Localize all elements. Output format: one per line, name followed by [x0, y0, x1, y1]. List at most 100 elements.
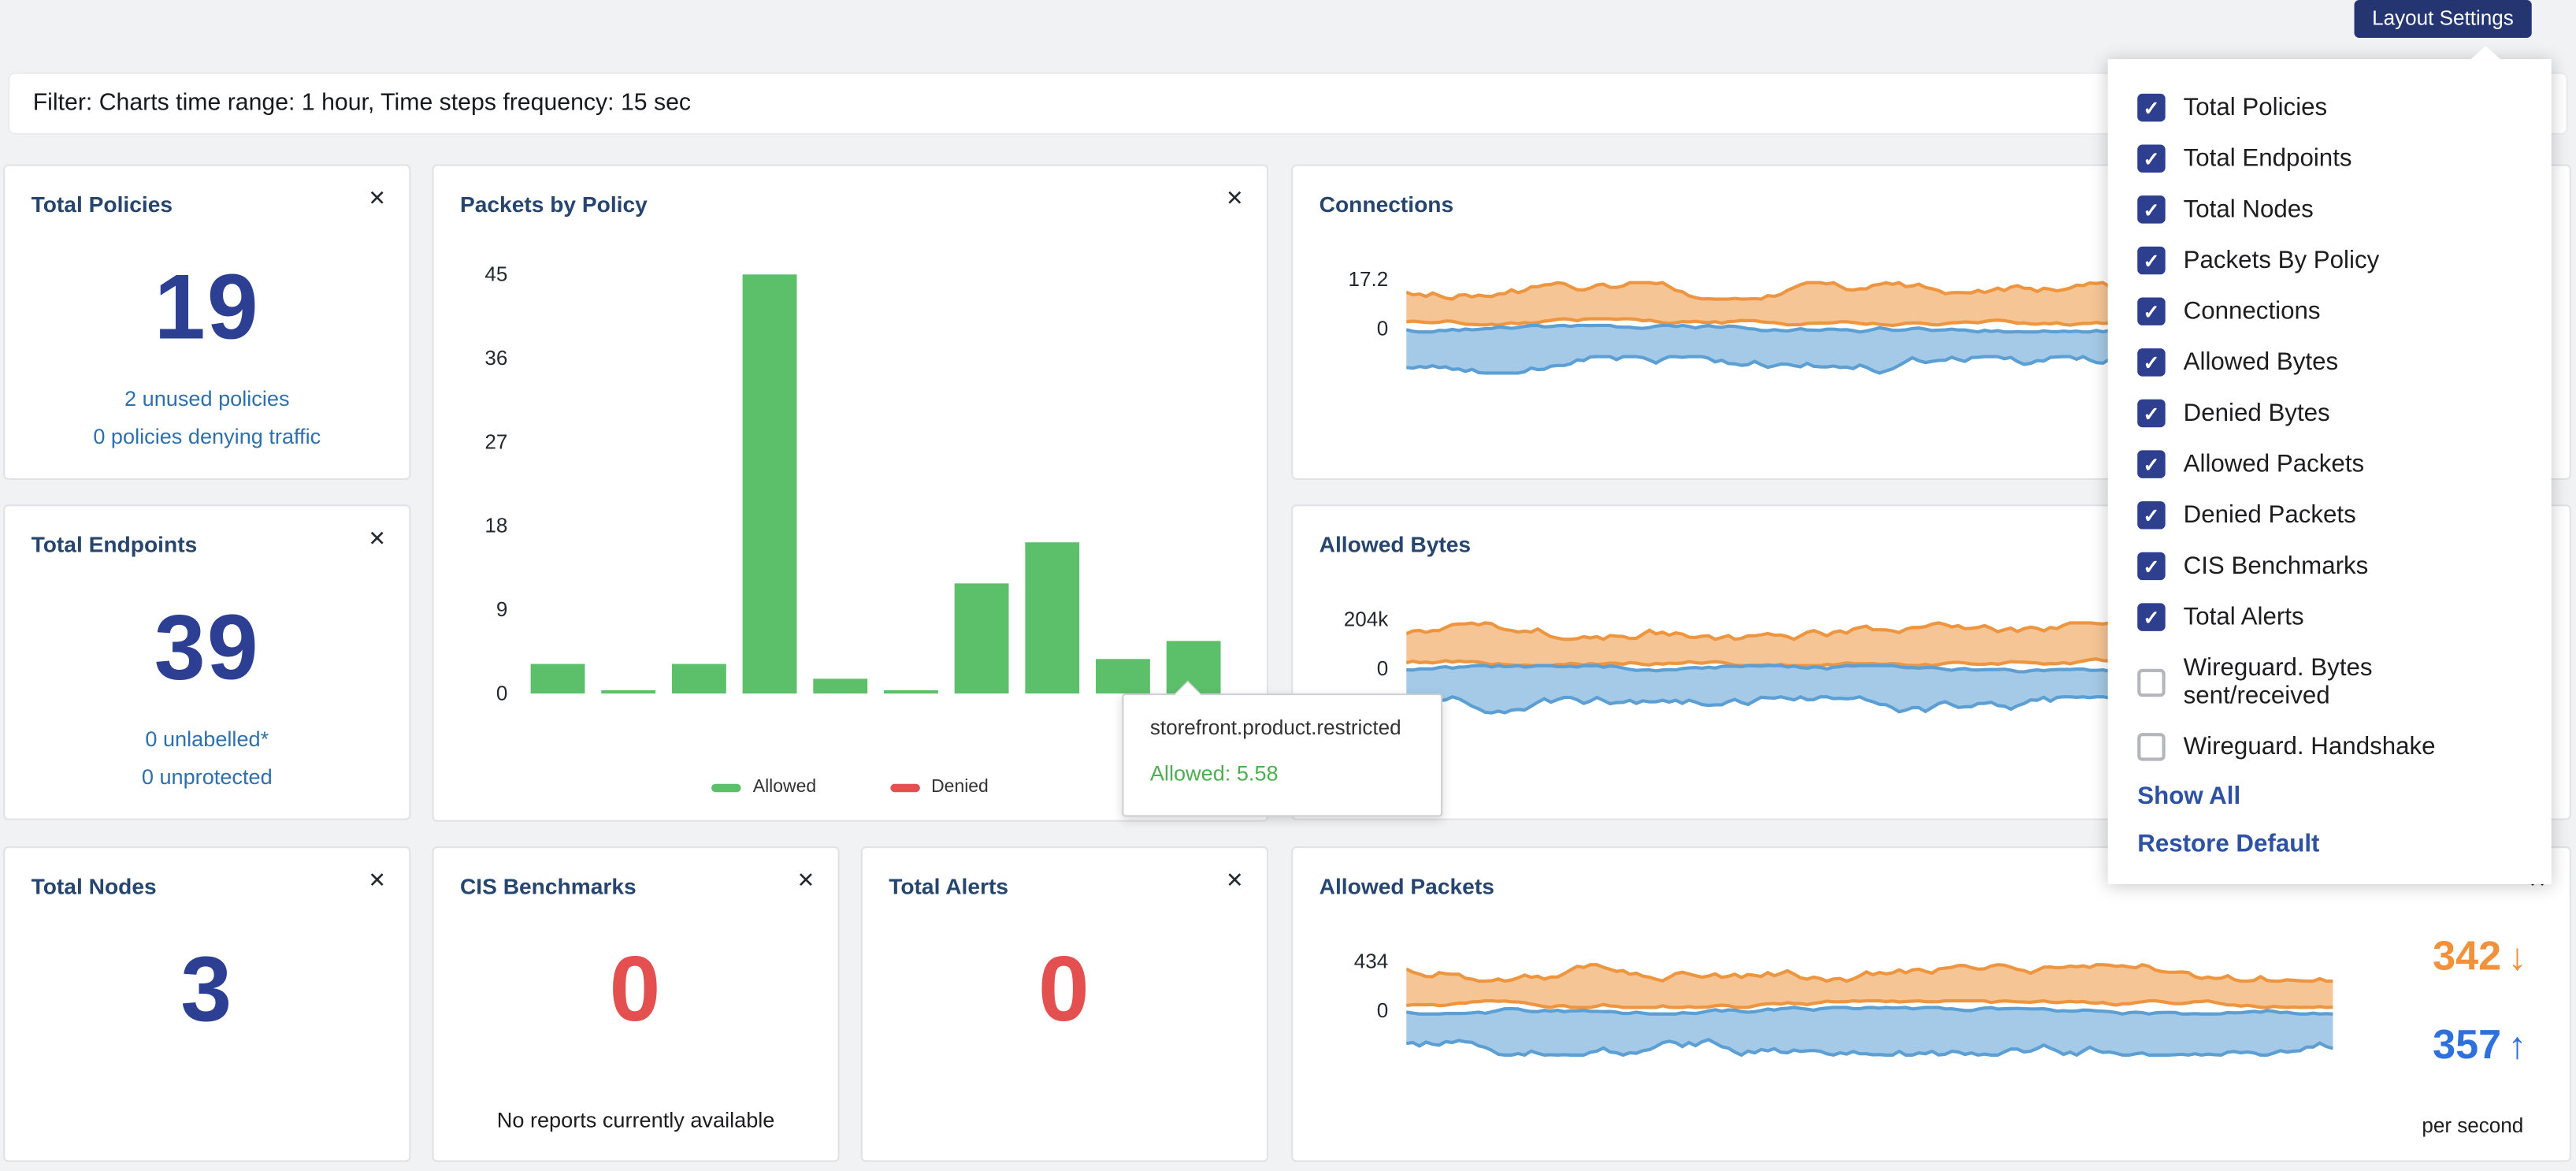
close-icon[interactable]: ✕: [368, 868, 387, 893]
cis-benchmarks-note: No reports currently available: [496, 1107, 775, 1132]
layout-menu-item[interactable]: ✓ Total Policies: [2108, 82, 2552, 133]
y-tick-label: 18: [484, 514, 508, 537]
rate-unit-label: per second: [2422, 1113, 2524, 1138]
layout-menu-item[interactable]: ✓ Total Nodes: [2108, 184, 2552, 236]
layout-menu-item-label: Allowed Bytes: [2183, 348, 2339, 377]
checkbox-checked-icon[interactable]: ✓: [2137, 246, 2166, 275]
restore-default-link[interactable]: Restore Default: [2137, 830, 2320, 858]
checkbox-checked-icon[interactable]: ✓: [2137, 195, 2166, 224]
layout-menu-item[interactable]: ✓ Denied Packets: [2108, 489, 2552, 541]
layout-menu-item-label: Connections: [2183, 297, 2321, 325]
checkbox-checked-icon[interactable]: ✓: [2137, 399, 2166, 428]
card-total-endpoints: Total Endpoints ✕ 39 0 unlabelled* 0 unp…: [3, 504, 411, 820]
bar[interactable]: [530, 664, 585, 694]
layout-menu-item-label: Packets By Policy: [2183, 246, 2380, 275]
y-tick-label: 27: [484, 430, 508, 454]
bar[interactable]: [813, 678, 868, 694]
legend-label: Allowed: [752, 777, 817, 797]
layout-settings-menu: ✓ Total Policies ✓ Total Endpoints ✓ Total No…: [2107, 46, 2552, 884]
rate-up-value: 357: [2433, 1022, 2502, 1069]
y-tick-label: 0: [1376, 317, 1389, 340]
packets-rate-up: 357 ↑: [2433, 1022, 2526, 1069]
checkbox-checked-icon[interactable]: ✓: [2137, 144, 2166, 173]
bar[interactable]: [742, 274, 797, 694]
checkbox-unchecked-icon[interactable]: [2137, 733, 2166, 761]
bar[interactable]: [1025, 542, 1080, 694]
legend-item: Allowed: [711, 777, 817, 797]
layout-menu-item[interactable]: Wireguard. Handshake: [2108, 722, 2552, 773]
layout-settings-button[interactable]: Layout Settings: [2354, 0, 2532, 38]
layout-menu-item[interactable]: ✓ Connections: [2108, 286, 2552, 337]
policies-denying-traffic-link[interactable]: 0 policies denying traffic: [93, 424, 321, 449]
layout-menu-item-label: Total Nodes: [2183, 195, 2314, 224]
close-icon[interactable]: ✕: [368, 185, 387, 210]
card-title: Total Nodes: [31, 874, 157, 899]
packets-rate-down: 342 ↓: [2433, 934, 2526, 981]
tooltip-title: storefront.product.restricted: [1149, 716, 1401, 740]
y-tick-label: 0: [496, 682, 508, 705]
bar[interactable]: [671, 664, 726, 694]
y-tick-label: 9: [496, 598, 508, 622]
checkbox-checked-icon[interactable]: ✓: [2137, 501, 2166, 530]
checkbox-checked-icon[interactable]: ✓: [2137, 348, 2166, 377]
bar[interactable]: [1096, 659, 1150, 694]
layout-menu-item-label: Total Endpoints: [2183, 144, 2352, 173]
arrow-up-icon: ↑: [2507, 1024, 2527, 1067]
bar[interactable]: [954, 583, 1009, 694]
unlabelled-endpoints-link[interactable]: 0 unlabelled*: [145, 726, 269, 752]
card-title: Allowed Packets: [1319, 874, 1494, 899]
allowed-packets-chart[interactable]: [1406, 922, 2334, 1087]
layout-menu-item[interactable]: ✓ CIS Benchmarks: [2108, 541, 2552, 592]
legend-swatch-icon: [889, 783, 920, 792]
card-title: Allowed Bytes: [1319, 532, 1472, 557]
layout-menu-item[interactable]: ✓ Allowed Packets: [2108, 439, 2552, 490]
show-all-link[interactable]: Show All: [2137, 782, 2241, 811]
y-tick-label: 45: [484, 262, 508, 286]
checkbox-unchecked-icon[interactable]: [2137, 667, 2166, 697]
close-icon[interactable]: ✕: [1225, 185, 1244, 210]
y-tick-label: 0: [1376, 657, 1389, 681]
card-title: Total Policies: [31, 192, 173, 217]
legend-swatch-icon: [711, 783, 742, 792]
legend-label: Denied: [931, 777, 989, 797]
close-icon[interactable]: ✕: [796, 868, 815, 893]
layout-menu-item-label: Allowed Packets: [2183, 450, 2365, 478]
card-title: Packets by Policy: [459, 192, 648, 217]
unprotected-endpoints-link[interactable]: 0 unprotected: [141, 764, 273, 790]
y-tick-label: 434: [1353, 950, 1389, 973]
packets-bars: [530, 274, 1227, 694]
total-nodes-value: 3: [180, 936, 234, 1041]
close-icon[interactable]: ✕: [368, 526, 387, 551]
card-cis-benchmarks: CIS Benchmarks ✕ 0 No reports currently …: [432, 846, 840, 1162]
layout-menu-item[interactable]: ✓ Allowed Bytes: [2108, 337, 2552, 388]
card-title: Total Endpoints: [31, 532, 198, 557]
y-tick-label: 0: [1376, 998, 1389, 1023]
checkbox-checked-icon[interactable]: ✓: [2137, 603, 2166, 631]
card-total-policies: Total Policies ✕ 19 2 unused policies 0 …: [3, 164, 411, 480]
y-tick-label: 204k: [1343, 608, 1389, 631]
bar[interactable]: [883, 690, 938, 694]
layout-menu-item[interactable]: ✓ Packets By Policy: [2108, 235, 2552, 286]
checkbox-checked-icon[interactable]: ✓: [2137, 450, 2166, 478]
layout-menu-item[interactable]: ✓ Total Endpoints: [2108, 133, 2552, 184]
card-allowed-packets: Allowed Packets ✕ 434 0 342↓ 357↑ per se…: [1291, 846, 2571, 1162]
card-title: Total Alerts: [889, 874, 1009, 899]
checkbox-checked-icon[interactable]: ✓: [2137, 552, 2166, 581]
y-tick-label: 17.2: [1348, 267, 1389, 292]
layout-menu-item[interactable]: ✓ Denied Bytes: [2108, 388, 2552, 439]
layout-menu-item[interactable]: ✓ Total Alerts: [2108, 592, 2552, 643]
filter-summary: Filter: Charts time range: 1 hour, Time …: [32, 90, 692, 117]
layout-menu-item-label: CIS Benchmarks: [2183, 552, 2369, 581]
total-policies-value: 19: [154, 255, 260, 359]
layout-menu-item[interactable]: Wireguard. Bytes sent/received: [2108, 642, 2552, 721]
close-icon[interactable]: ✕: [1225, 868, 1244, 893]
packets-y-axis: 45 36 27 18 9 0: [450, 263, 507, 707]
checkbox-checked-icon[interactable]: ✓: [2137, 297, 2166, 325]
bar[interactable]: [601, 690, 656, 694]
unused-policies-link[interactable]: 2 unused policies: [124, 386, 290, 411]
layout-menu-item-label: Wireguard. Handshake: [2183, 733, 2436, 761]
checkbox-checked-icon[interactable]: ✓: [2137, 93, 2166, 122]
layout-menu-item-label: Wireguard. Bytes sent/received: [2183, 654, 2373, 710]
tooltip-value: Allowed: 5.58: [1149, 760, 1279, 786]
